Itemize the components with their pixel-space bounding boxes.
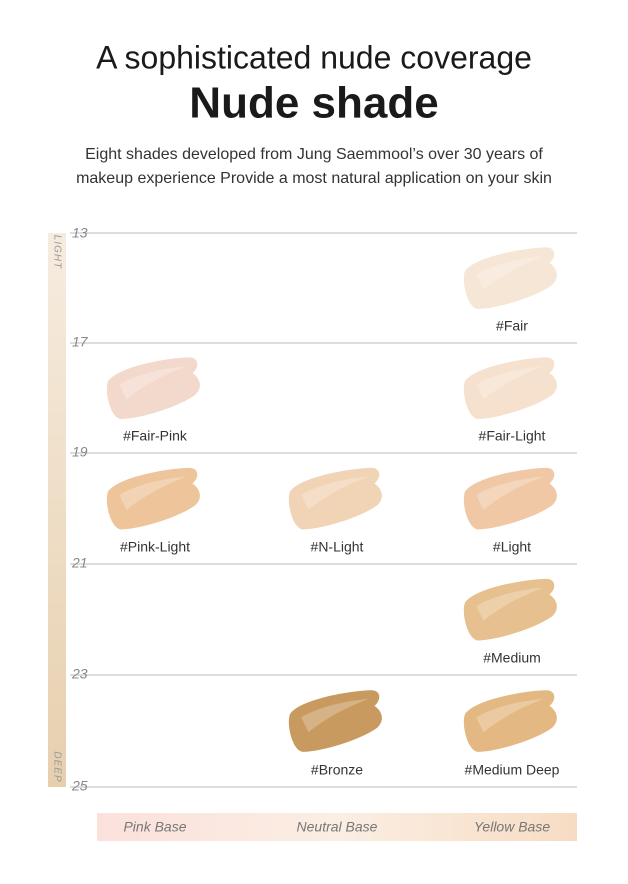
swatch-smear [463, 357, 557, 420]
shade-label: #Fair-Light [479, 428, 546, 444]
headline: Nude shade [189, 79, 438, 128]
swatch-highlight [119, 366, 187, 400]
shade-label: #Fair-Pink [123, 428, 188, 444]
depth-bar [48, 233, 66, 787]
description: Eight shades developed from Jung Saemmoo… [85, 146, 543, 163]
swatch-highlight [476, 476, 544, 510]
swatch [463, 578, 557, 641]
swatch-smear [463, 247, 557, 310]
shade-label: #Bronze [311, 762, 363, 778]
deep-label: DEEP [51, 751, 62, 782]
swatch-smear [106, 467, 200, 530]
shade-label: #Fair [496, 318, 528, 334]
level-label: 23 [71, 666, 88, 682]
shade-label: #Pink-Light [120, 539, 190, 555]
level-label: 19 [72, 444, 88, 460]
shade-label: #Medium [483, 650, 541, 666]
swatch [288, 467, 382, 530]
swatch [463, 357, 557, 420]
swatch [463, 690, 557, 752]
swatch-smear [106, 357, 200, 420]
swatch-smear [288, 467, 382, 530]
base-label: Yellow Base [474, 819, 550, 835]
shade-label: #Medium Deep [465, 762, 560, 778]
swatch-highlight [476, 698, 544, 733]
swatch [288, 690, 382, 752]
level-label: 21 [71, 555, 88, 571]
title: A sophisticated nude coverage [96, 39, 532, 75]
swatch-smear [463, 467, 557, 530]
shade-label: #N-Light [311, 539, 364, 555]
base-label: Neutral Base [297, 819, 378, 835]
swatch-smear [288, 690, 382, 752]
shade-label: #Light [493, 539, 531, 555]
swatch-highlight [119, 476, 187, 510]
swatch-highlight [301, 476, 369, 510]
swatch-smear [463, 578, 557, 641]
swatch-highlight [476, 256, 544, 290]
swatch-smear [463, 690, 557, 752]
level-label: 13 [72, 225, 88, 241]
swatch [463, 247, 557, 310]
light-label: LIGHT [51, 235, 62, 269]
swatch [106, 467, 200, 530]
swatch-highlight [476, 587, 544, 621]
level-label: 25 [71, 778, 88, 794]
swatch-highlight [476, 366, 544, 400]
base-bar [97, 813, 577, 841]
description: makeup experience Provide a most natural… [76, 170, 552, 187]
level-label: 17 [72, 334, 89, 350]
swatch [106, 357, 200, 420]
base-label: Pink Base [123, 819, 186, 835]
swatch [463, 467, 557, 530]
swatch-highlight [301, 698, 369, 733]
